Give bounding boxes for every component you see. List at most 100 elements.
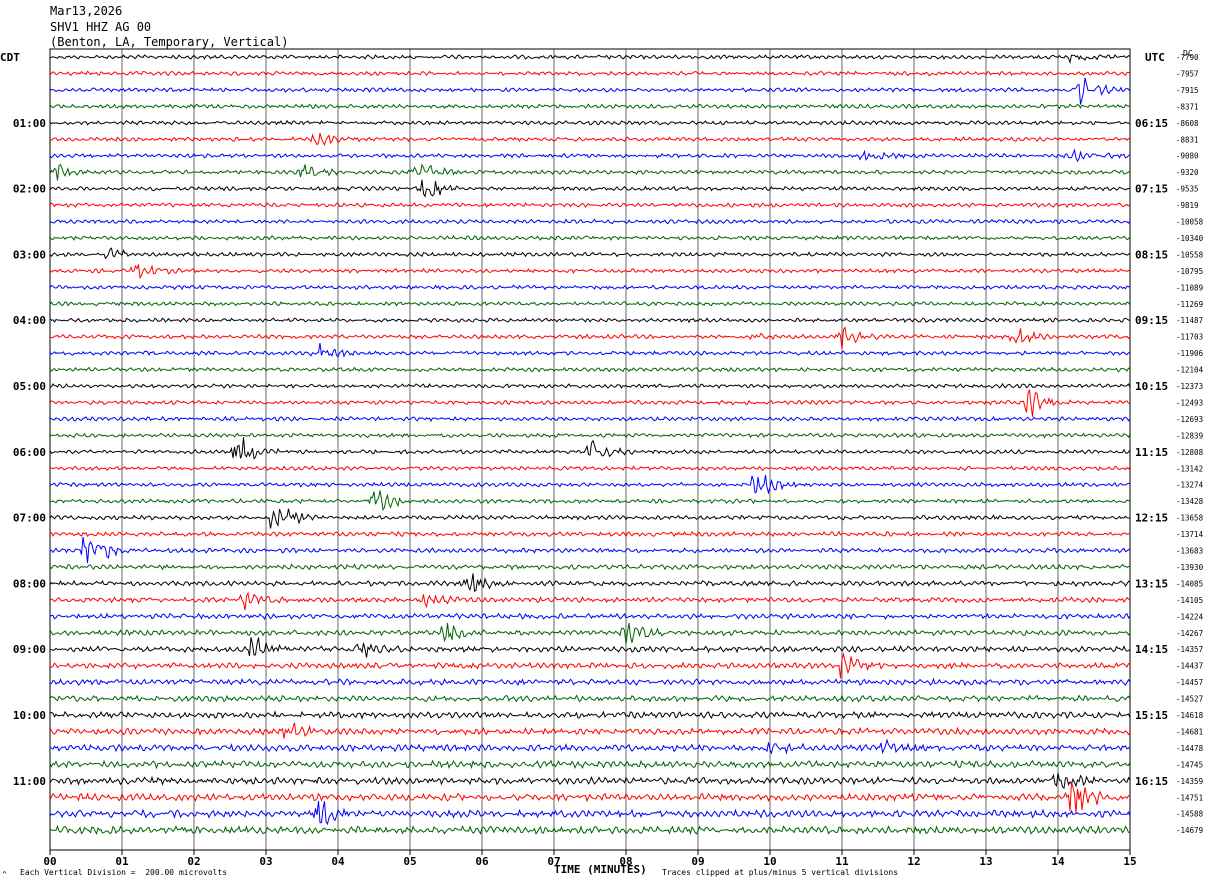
dc-offset-label: -14267 bbox=[1176, 629, 1203, 638]
dc-offset-label: -10558 bbox=[1176, 250, 1204, 259]
seismic-trace bbox=[50, 490, 1131, 512]
right-hour-label: 15:15 bbox=[1135, 709, 1168, 722]
x-tick-label: 12 bbox=[907, 855, 920, 868]
seismic-trace bbox=[49, 103, 1131, 110]
seismic-trace bbox=[49, 77, 1131, 105]
x-tick-label: 02 bbox=[187, 855, 200, 868]
dc-offset-label: -11269 bbox=[1176, 300, 1203, 309]
dc-offset-label: -14224 bbox=[1176, 612, 1204, 621]
seismic-trace bbox=[49, 284, 1131, 291]
seismic-trace bbox=[49, 800, 1131, 826]
dc-offset-label: -9819 bbox=[1176, 201, 1199, 210]
seismic-trace bbox=[49, 622, 1131, 645]
seismic-trace bbox=[49, 722, 1131, 739]
dc-offset-header: DC bbox=[1183, 49, 1193, 58]
seismic-trace bbox=[49, 563, 1130, 571]
dc-offset-label: -14679 bbox=[1176, 826, 1203, 835]
seismic-trace bbox=[49, 677, 1131, 687]
seismic-trace bbox=[49, 759, 1131, 770]
dc-offset-label: -14357 bbox=[1176, 645, 1203, 654]
left-hour-label: 09:00 bbox=[13, 643, 46, 656]
left-hour-label: 10:00 bbox=[13, 709, 46, 722]
seismic-trace bbox=[49, 53, 1131, 65]
right-hour-label: 09:15 bbox=[1135, 314, 1168, 327]
plot-frame bbox=[49, 48, 1131, 851]
dc-offset-label: -13683 bbox=[1176, 547, 1203, 556]
seismic-trace bbox=[49, 264, 1131, 280]
dc-offset-label: -12808 bbox=[1176, 448, 1204, 457]
dc-offset-label: -13714 bbox=[1176, 530, 1204, 539]
dc-offset-label: -12373 bbox=[1176, 382, 1203, 391]
seismic-trace bbox=[49, 437, 1131, 460]
seismic-trace bbox=[49, 382, 1131, 389]
dc-offset-label: -12104 bbox=[1176, 366, 1204, 375]
seismic-trace bbox=[49, 148, 1131, 163]
x-tick-label: 07 bbox=[547, 855, 560, 868]
station-code: SHV1 HHZ AG 00 bbox=[50, 20, 152, 34]
dc-offset-label: -14478 bbox=[1176, 744, 1204, 753]
seismic-trace bbox=[49, 317, 1131, 324]
dc-offset-label: -11906 bbox=[1176, 349, 1204, 358]
seismic-trace bbox=[49, 530, 1131, 538]
dc-offset-label: -13428 bbox=[1176, 497, 1204, 506]
dc-offset-label: -7957 bbox=[1176, 69, 1199, 78]
right-hour-label: 08:15 bbox=[1135, 248, 1168, 261]
seismic-trace bbox=[49, 738, 1131, 755]
seismic-trace bbox=[49, 508, 1131, 529]
left-hour-label: 11:00 bbox=[13, 775, 46, 788]
dc-offset-label: -14437 bbox=[1176, 662, 1203, 671]
seismic-trace bbox=[49, 573, 1131, 592]
x-tick-label: 13 bbox=[979, 855, 992, 868]
seismic-trace bbox=[49, 163, 1131, 181]
seismic-trace bbox=[49, 179, 1131, 198]
dc-offset-label: -14527 bbox=[1176, 695, 1203, 704]
seismic-trace bbox=[49, 710, 1131, 720]
seismic-trace bbox=[49, 202, 1131, 209]
dc-offset-label: -8371 bbox=[1176, 102, 1199, 111]
dc-offset-label: -12839 bbox=[1176, 431, 1203, 440]
dc-offset-label: -14751 bbox=[1176, 793, 1203, 802]
right-hour-label: 12:15 bbox=[1135, 512, 1168, 525]
right-hour-label: 14:15 bbox=[1135, 643, 1168, 656]
x-tick-label: 05 bbox=[403, 855, 416, 868]
footer-marker: ^ bbox=[2, 870, 7, 879]
dc-offset-label: -12493 bbox=[1176, 398, 1203, 407]
seismic-trace bbox=[49, 637, 1131, 658]
seismic-trace bbox=[49, 234, 1131, 242]
seismic-trace bbox=[49, 389, 1131, 417]
dc-offset-label: -14085 bbox=[1176, 579, 1203, 588]
seismic-trace bbox=[49, 465, 1131, 472]
left-hour-label: 01:00 bbox=[13, 117, 46, 130]
dc-offset-label: -7790 bbox=[1176, 53, 1199, 62]
seismic-trace bbox=[49, 326, 1131, 350]
dc-offset-label: -12693 bbox=[1176, 415, 1203, 424]
dc-offset-label: -13658 bbox=[1176, 514, 1204, 523]
left-hour-label: 02:00 bbox=[13, 183, 46, 196]
dc-offset-label: -14618 bbox=[1176, 711, 1204, 720]
left-timezone-label: CDT bbox=[0, 51, 20, 64]
seismic-trace bbox=[49, 694, 1131, 703]
dc-offset-label: -13274 bbox=[1176, 481, 1204, 490]
dc-offset-label: -14588 bbox=[1176, 810, 1204, 819]
seismic-trace bbox=[49, 536, 1131, 563]
scale-note: Each Vertical Division = 200.00 microvol… bbox=[20, 868, 228, 877]
dc-offset-label: -14457 bbox=[1176, 678, 1203, 687]
seismic-trace bbox=[49, 70, 1130, 77]
right-hour-label: 13:15 bbox=[1135, 577, 1168, 590]
dc-offset-label: -7915 bbox=[1176, 86, 1199, 95]
dc-offset-label: -8608 bbox=[1176, 119, 1199, 128]
dc-offset-label: -14681 bbox=[1176, 727, 1203, 736]
left-hour-label: 03:00 bbox=[13, 248, 46, 261]
seismic-trace bbox=[49, 415, 1131, 423]
x-tick-label: 10 bbox=[763, 855, 776, 868]
x-axis-title: TIME (MINUTES) bbox=[554, 863, 647, 876]
seismic-trace bbox=[49, 218, 1131, 225]
x-tick-label: 06 bbox=[475, 855, 489, 868]
x-tick-label: 09 bbox=[691, 855, 704, 868]
x-tick-label: 00 bbox=[43, 855, 56, 868]
plot-date: Mar13,2026 bbox=[50, 4, 123, 18]
seismic-trace bbox=[49, 247, 1131, 260]
right-hour-label: 11:15 bbox=[1135, 446, 1168, 459]
dc-offset-label: -8831 bbox=[1176, 135, 1199, 144]
